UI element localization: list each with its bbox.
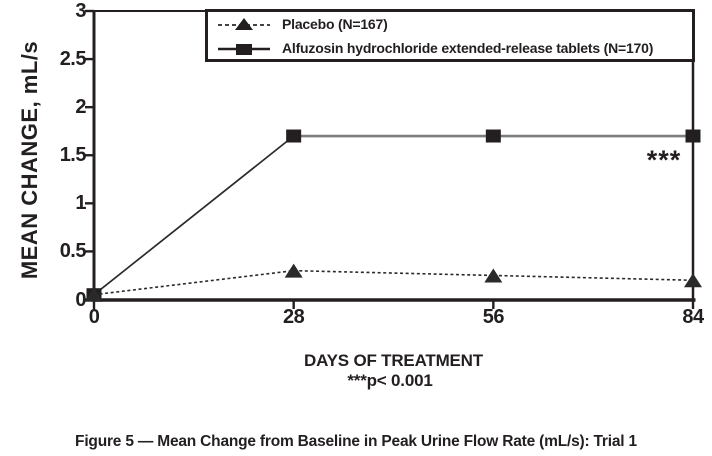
y-tick-label: 0 xyxy=(75,288,86,311)
y-tick-label: 1.5 xyxy=(59,144,87,167)
legend-item-placebo: Placebo (N=167) xyxy=(218,13,692,34)
y-tick-label: 2 xyxy=(75,96,86,119)
significance-stars: *** xyxy=(646,145,682,175)
y-tick-label: 2.5 xyxy=(59,48,87,71)
x-tick-label: 0 xyxy=(88,306,100,328)
x-tick-label: 84 xyxy=(682,306,704,328)
legend-item-alfuzosin: Alfuzosin hydrochloride extended-release… xyxy=(218,37,692,58)
legend-label-placebo: Placebo (N=167) xyxy=(282,15,388,32)
x-tick-label: 28 xyxy=(283,306,305,328)
x-tick-label: 56 xyxy=(482,306,505,328)
y-tick-label: 0.5 xyxy=(59,240,87,263)
p-value-note: ***p< 0.001 xyxy=(347,371,433,390)
legend-box: Placebo (N=167) Alfuzosin hydrochloride … xyxy=(205,9,695,62)
x-axis-title: DAYS OF TREATMENT xyxy=(304,351,483,370)
placebo-dashed-triangle-icon xyxy=(218,17,270,30)
y-tick-label: 1 xyxy=(75,192,86,215)
alfuzosin-solid-square-icon xyxy=(218,43,270,55)
y-tick-label: 3 xyxy=(75,0,86,22)
figure-caption: Figure 5 — Mean Change from Baseline in … xyxy=(75,433,637,450)
legend-label-alfuzosin: Alfuzosin hydrochloride extended-release… xyxy=(282,39,654,56)
